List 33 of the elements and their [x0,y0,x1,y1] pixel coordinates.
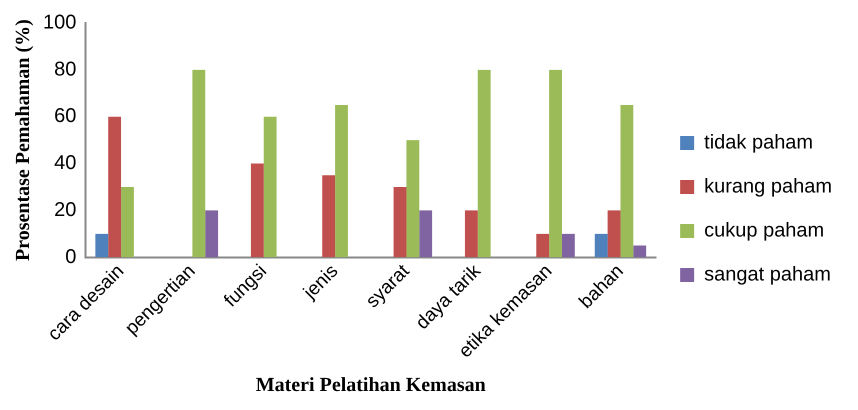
bar [633,246,646,258]
y-tick-label: 20 [54,198,76,221]
bar [192,70,206,258]
bar [620,104,634,258]
bar [608,210,620,258]
bar [549,70,562,258]
legend-label: tidak paham [704,132,814,154]
legend-label: sangat paham [704,264,831,286]
bar [264,116,277,258]
x-axis-title: Materi Pelatihan Kemasan [256,374,486,396]
bar [108,116,122,258]
y-tick-label: 60 [54,105,76,128]
bar [594,234,608,258]
bar [478,70,491,258]
bar [394,186,406,258]
y-tick-label: 80 [54,58,76,80]
bar [322,175,336,258]
bar [406,140,420,258]
bar [121,186,134,258]
legend-label: kurang paham [704,176,832,198]
bar [335,104,348,258]
y-tick-label: 100 [42,12,76,34]
y-tick-label: 40 [54,152,76,174]
legend-label: cukup paham [704,220,824,242]
bar [464,210,478,258]
bar [419,210,432,258]
y-tick-label: 0 [65,246,76,268]
bar [562,234,575,258]
bar [250,164,264,258]
y-axis-title: Prosentase Pemahaman (%) [12,19,34,262]
bar [95,234,108,258]
bar [205,210,218,258]
bar [536,234,550,258]
